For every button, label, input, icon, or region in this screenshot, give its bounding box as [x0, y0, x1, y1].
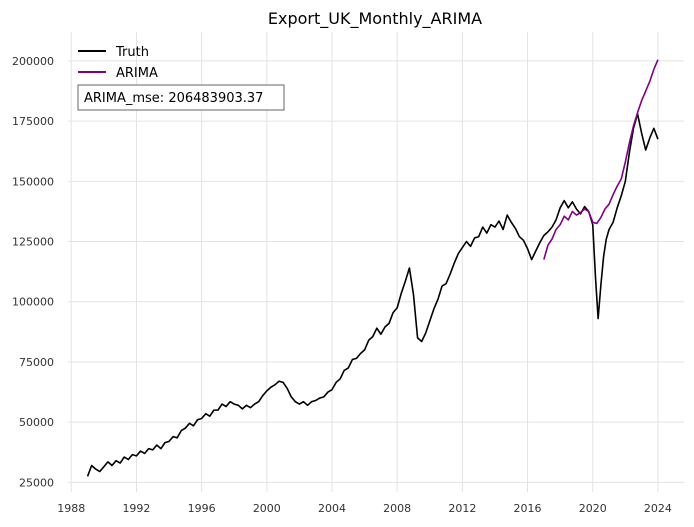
series-line-truth: [86, 113, 659, 477]
y-tick-label: 200000: [12, 55, 54, 68]
series-line-arima: [543, 59, 659, 260]
y-tick-label: 150000: [12, 175, 54, 188]
legend-label-arima: ARIMA: [116, 66, 158, 81]
x-tick-label: 2024: [644, 502, 672, 515]
mse-annotation-text: ARIMA_mse: 206483903.37: [84, 91, 263, 106]
x-tick-label: 2016: [514, 502, 542, 515]
grid-lines: [68, 32, 684, 492]
x-tick-label: 2000: [253, 502, 281, 515]
y-tick-label: 175000: [12, 115, 54, 128]
x-tick-label: 1988: [57, 502, 85, 515]
y-tick-label: 25000: [19, 476, 54, 489]
legend-label-truth: Truth: [115, 45, 149, 60]
x-tick-label: 2012: [448, 502, 476, 515]
chart-title: Export_UK_Monthly_ARIMA: [268, 9, 482, 29]
x-tick-label: 2004: [318, 502, 346, 515]
x-tick-label: 2020: [579, 502, 607, 515]
x-tick-label: 2008: [383, 502, 411, 515]
y-tick-label: 100000: [12, 296, 54, 309]
y-axis-tick-labels: 25000 50000 75000 100000 125000 150000 175000 2…: [12, 55, 54, 489]
y-tick-label: 125000: [12, 236, 54, 249]
legend: Truth ARIMA: [78, 45, 158, 81]
mse-annotation: ARIMA_mse: 206483903.37: [77, 84, 285, 111]
x-axis-tick-labels: 1988 1992 1996 2000 2004 2008 2012 2016 2020 2024: [57, 502, 672, 515]
y-tick-label: 75000: [19, 356, 54, 369]
mse-annotation-box: [77, 84, 285, 111]
x-tick-label: 1992: [122, 502, 150, 515]
series-layer: [86, 59, 659, 477]
y-tick-label: 50000: [19, 416, 54, 429]
x-tick-label: 1996: [188, 502, 216, 515]
